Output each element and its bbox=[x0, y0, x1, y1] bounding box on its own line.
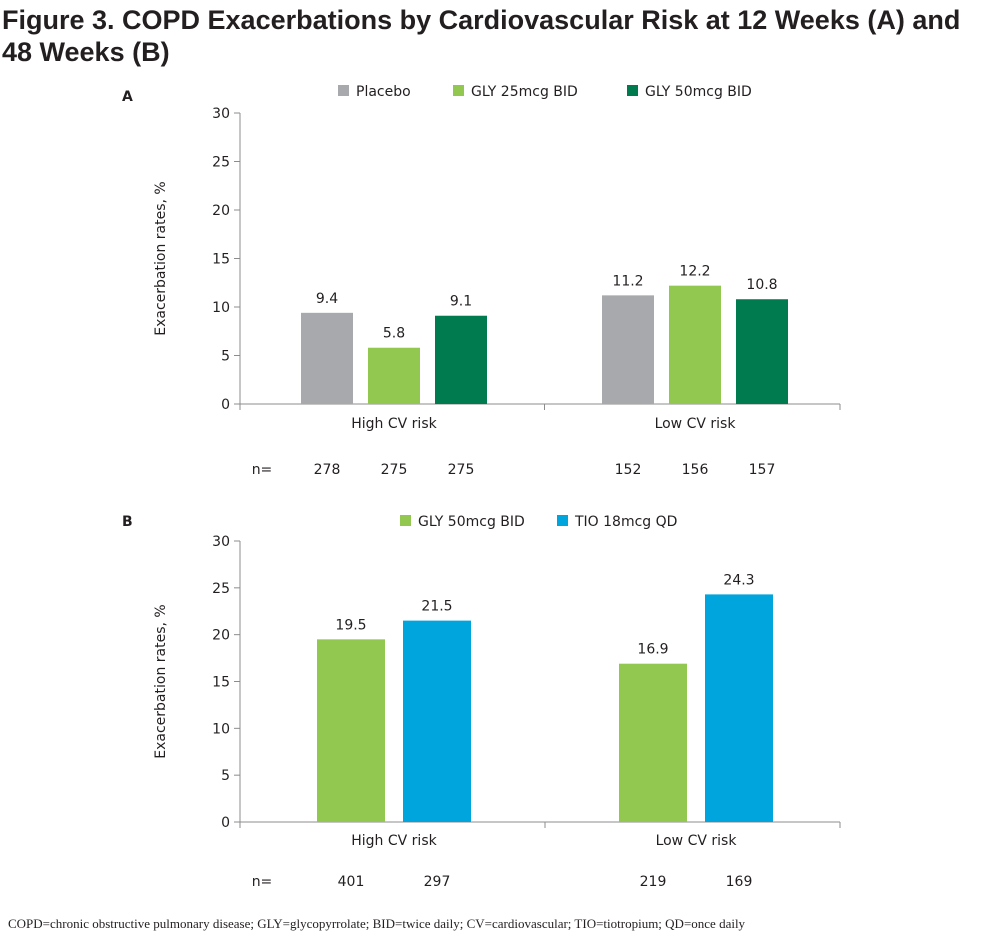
category-label: Low CV risk bbox=[656, 833, 738, 849]
legend-label: GLY 50mcg BID bbox=[645, 84, 752, 100]
y-tick-label: 30 bbox=[212, 106, 230, 122]
legend-swatch bbox=[400, 515, 411, 526]
y-tick-label: 15 bbox=[212, 252, 230, 268]
legend-swatch bbox=[557, 515, 568, 526]
legend-label: Placebo bbox=[356, 84, 411, 100]
bar bbox=[317, 639, 385, 822]
bar-value-label: 19.5 bbox=[335, 617, 366, 633]
bar-value-label: 11.2 bbox=[612, 273, 643, 289]
bar bbox=[301, 312, 353, 404]
y-tick-label: 20 bbox=[212, 628, 230, 644]
legend-swatch bbox=[627, 85, 638, 96]
figure-title: Figure 3. COPD Exacerbations by Cardiova… bbox=[2, 5, 961, 67]
n-value: 156 bbox=[682, 462, 709, 478]
bar-value-label: 16.9 bbox=[637, 642, 668, 658]
bar bbox=[705, 594, 773, 822]
y-tick-label: 0 bbox=[221, 815, 230, 831]
bar-value-label: 9.4 bbox=[316, 291, 338, 307]
category-label: High CV risk bbox=[351, 833, 437, 849]
bar-value-label: 9.1 bbox=[450, 294, 472, 310]
y-tick-label: 5 bbox=[221, 349, 230, 365]
n-value: 275 bbox=[448, 462, 475, 478]
n-value: 219 bbox=[640, 874, 667, 890]
n-prefix: n= bbox=[252, 462, 273, 478]
panel-label: B bbox=[122, 514, 133, 530]
y-tick-label: 0 bbox=[221, 397, 230, 413]
n-value: 157 bbox=[749, 462, 776, 478]
y-tick-label: 20 bbox=[212, 203, 230, 219]
legend-swatch bbox=[453, 85, 464, 96]
bar-value-label: 10.8 bbox=[746, 277, 777, 293]
footnote: COPD=chronic obstructive pulmonary disea… bbox=[8, 916, 746, 931]
n-value: 169 bbox=[726, 874, 753, 890]
legend-label: GLY 50mcg BID bbox=[418, 514, 525, 530]
category-label: Low CV risk bbox=[655, 416, 737, 432]
bar bbox=[368, 347, 420, 404]
panel-label: A bbox=[122, 89, 133, 105]
bar-value-label: 5.8 bbox=[383, 326, 405, 342]
bar bbox=[619, 663, 687, 822]
y-tick-label: 5 bbox=[221, 768, 230, 784]
n-value: 275 bbox=[381, 462, 408, 478]
bar bbox=[669, 285, 721, 404]
legend-label: GLY 25mcg BID bbox=[471, 84, 578, 100]
y-tick-label: 10 bbox=[212, 721, 230, 737]
bar-value-label: 21.5 bbox=[421, 599, 452, 615]
n-value: 297 bbox=[424, 874, 451, 890]
bar-value-label: 24.3 bbox=[723, 572, 754, 588]
y-tick-label: 10 bbox=[212, 300, 230, 316]
legend-swatch bbox=[338, 85, 349, 96]
bar-value-label: 12.2 bbox=[679, 264, 710, 280]
category-label: High CV risk bbox=[351, 416, 437, 432]
y-tick-label: 25 bbox=[212, 155, 230, 171]
bar bbox=[435, 315, 487, 404]
y-tick-label: 15 bbox=[212, 675, 230, 691]
y-tick-label: 30 bbox=[212, 534, 230, 550]
y-axis-title: Exacerbation rates, % bbox=[153, 604, 169, 758]
y-tick-label: 25 bbox=[212, 581, 230, 597]
panel-b-chart: B 0 5 10 15 20 25 30 Exacerbation rates, % GLY 50… bbox=[122, 514, 841, 890]
bar bbox=[403, 620, 471, 822]
bar bbox=[602, 295, 654, 404]
panel-a-chart: A 0 5 10 15 20 25 30 Exacerbation rates, % Placeb… bbox=[122, 84, 841, 478]
legend-label: TIO 18mcg QD bbox=[574, 514, 677, 530]
n-value: 278 bbox=[314, 462, 341, 478]
bar bbox=[736, 299, 788, 404]
n-value: 401 bbox=[338, 874, 365, 890]
n-prefix: n= bbox=[252, 874, 273, 890]
n-value: 152 bbox=[615, 462, 642, 478]
y-axis-title: Exacerbation rates, % bbox=[153, 181, 169, 335]
